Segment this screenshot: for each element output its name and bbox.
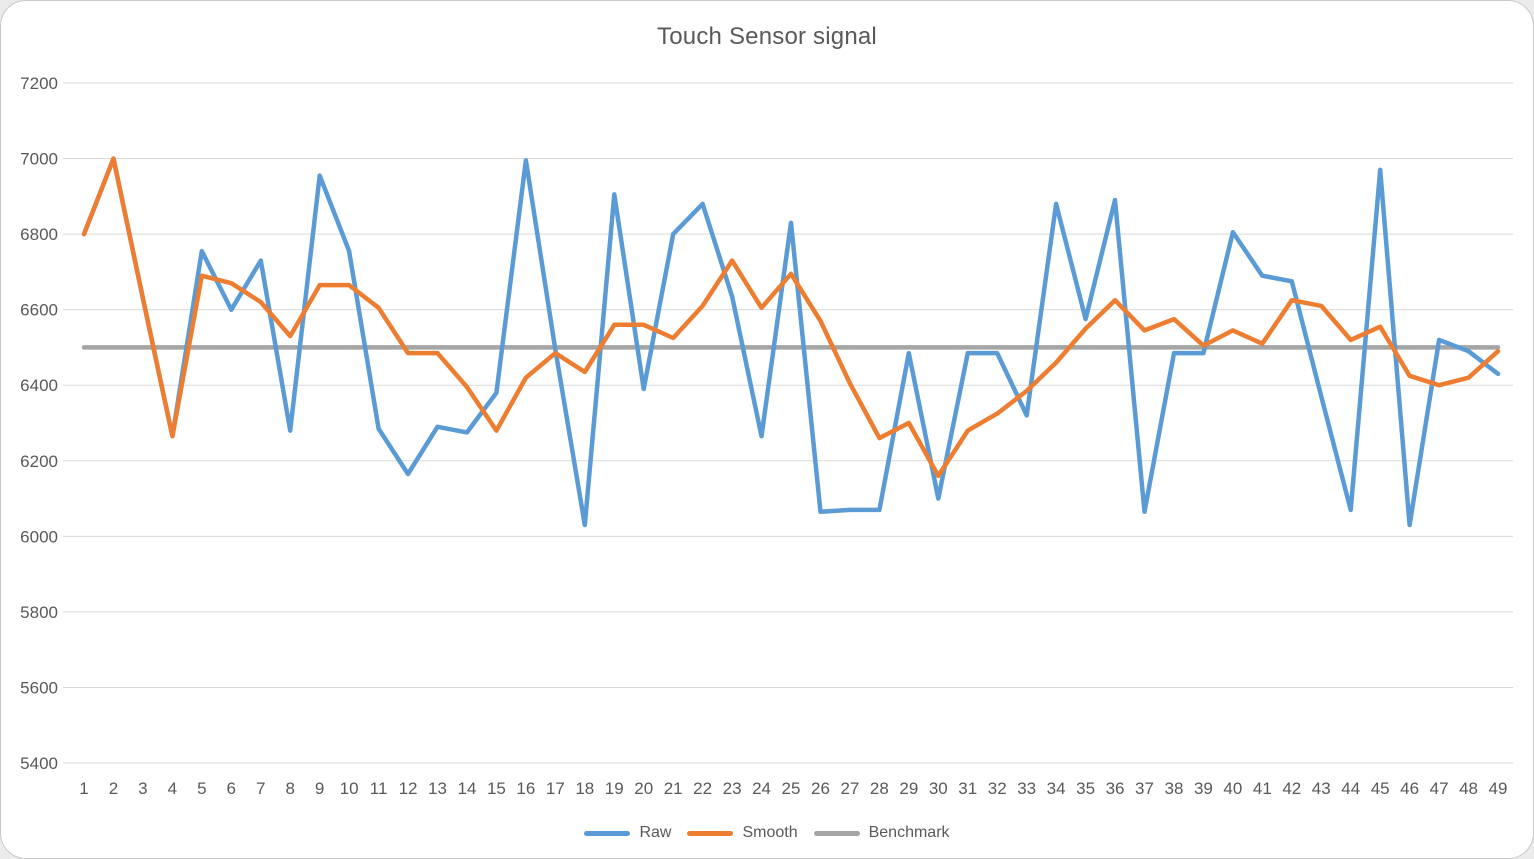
y-tick-label-5800: 5800 bbox=[20, 603, 58, 622]
x-tick-label-40: 40 bbox=[1223, 779, 1242, 798]
x-tick-label-37: 37 bbox=[1135, 779, 1154, 798]
x-tick-label-12: 12 bbox=[399, 779, 418, 798]
x-tick-label-43: 43 bbox=[1312, 779, 1331, 798]
x-tick-label-5: 5 bbox=[197, 779, 206, 798]
x-tick-label-39: 39 bbox=[1194, 779, 1213, 798]
smooth-series-swatch bbox=[687, 830, 734, 836]
legend-label-benchmark: Benchmark bbox=[868, 824, 950, 841]
x-tick-label-36: 36 bbox=[1106, 779, 1125, 798]
x-tick-label-44: 44 bbox=[1341, 779, 1360, 798]
raw-series-swatch bbox=[584, 830, 631, 836]
x-tick-label-14: 14 bbox=[457, 779, 476, 798]
x-tick-label-38: 38 bbox=[1164, 779, 1183, 798]
x-tick-label-29: 29 bbox=[899, 779, 918, 798]
legend-item-benchmark: Benchmark bbox=[813, 824, 950, 842]
x-tick-label-31: 31 bbox=[958, 779, 977, 798]
x-tick-label-49: 49 bbox=[1489, 779, 1508, 798]
x-tick-label-42: 42 bbox=[1282, 779, 1301, 798]
x-tick-label-28: 28 bbox=[870, 779, 889, 798]
chart-title: Touch Sensor signal bbox=[657, 23, 877, 50]
x-tick-label-1: 1 bbox=[79, 779, 88, 798]
x-tick-label-19: 19 bbox=[605, 779, 624, 798]
x-tick-label-21: 21 bbox=[664, 779, 683, 798]
x-tick-label-10: 10 bbox=[340, 779, 359, 798]
x-tick-label-22: 22 bbox=[693, 779, 712, 798]
x-tick-label-24: 24 bbox=[752, 779, 771, 798]
x-tick-label-45: 45 bbox=[1371, 779, 1390, 798]
y-tick-label-5400: 5400 bbox=[20, 754, 58, 773]
x-tick-label-18: 18 bbox=[575, 779, 594, 798]
legend-label-raw: Raw bbox=[639, 824, 672, 841]
x-tick-label-23: 23 bbox=[723, 779, 742, 798]
x-tick-label-20: 20 bbox=[634, 779, 653, 798]
x-tick-label-15: 15 bbox=[487, 779, 506, 798]
x-tick-label-3: 3 bbox=[138, 779, 147, 798]
x-tick-label-4: 4 bbox=[168, 779, 177, 798]
x-tick-label-7: 7 bbox=[256, 779, 265, 798]
y-tick-label-5600: 5600 bbox=[20, 678, 58, 697]
y-tick-label-6400: 6400 bbox=[20, 376, 58, 395]
x-tick-label-11: 11 bbox=[370, 779, 388, 798]
y-tick-label-6600: 6600 bbox=[20, 301, 58, 320]
legend-item-raw: Raw bbox=[584, 824, 671, 842]
x-tick-label-13: 13 bbox=[428, 779, 447, 798]
x-tick-label-30: 30 bbox=[929, 779, 948, 798]
x-tick-label-32: 32 bbox=[988, 779, 1007, 798]
x-tick-label-2: 2 bbox=[109, 779, 118, 798]
x-tick-label-9: 9 bbox=[315, 779, 324, 798]
smooth-series-line bbox=[81, 156, 1501, 479]
y-tick-label-6800: 6800 bbox=[20, 225, 58, 244]
legend-item-smooth: Smooth bbox=[687, 824, 798, 842]
x-tick-label-48: 48 bbox=[1459, 779, 1478, 798]
x-tick-label-47: 47 bbox=[1430, 779, 1449, 798]
legend-label-smooth: Smooth bbox=[742, 824, 798, 841]
benchmark-series-swatch bbox=[813, 830, 860, 836]
x-tick-label-34: 34 bbox=[1047, 779, 1066, 798]
y-tick-label-6200: 6200 bbox=[20, 452, 58, 471]
x-tick-label-33: 33 bbox=[1017, 779, 1036, 798]
x-tick-label-25: 25 bbox=[782, 779, 801, 798]
x-tick-label-46: 46 bbox=[1400, 779, 1419, 798]
chart-legend: Raw Smooth Benchmark bbox=[1, 824, 1533, 842]
x-tick-label-27: 27 bbox=[840, 779, 859, 798]
x-tick-label-41: 41 bbox=[1253, 779, 1272, 798]
y-tick-label-6000: 6000 bbox=[20, 527, 58, 546]
x-tick-label-16: 16 bbox=[516, 779, 535, 798]
y-tick-label-7000: 7000 bbox=[20, 150, 58, 169]
x-tick-label-35: 35 bbox=[1076, 779, 1095, 798]
x-tick-label-6: 6 bbox=[227, 779, 236, 798]
x-tick-label-8: 8 bbox=[285, 779, 294, 798]
y-tick-label-7200: 7200 bbox=[20, 74, 58, 93]
raw-series-line bbox=[81, 156, 1501, 528]
x-tick-label-26: 26 bbox=[811, 779, 830, 798]
x-tick-label-17: 17 bbox=[546, 779, 565, 798]
